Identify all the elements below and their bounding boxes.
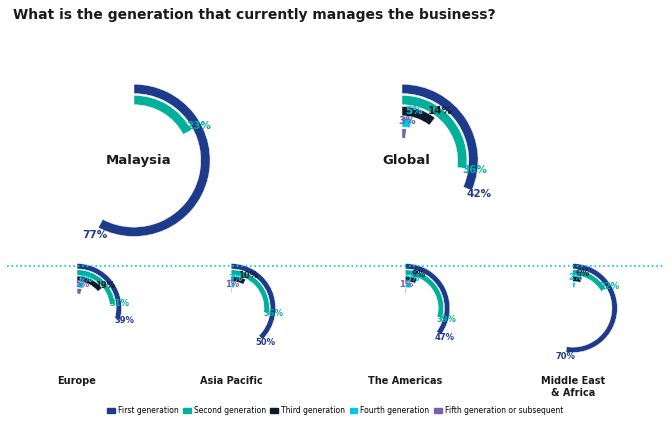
Text: 10%: 10% — [238, 271, 258, 280]
Wedge shape — [573, 276, 582, 282]
Wedge shape — [402, 84, 478, 191]
Wedge shape — [77, 270, 115, 304]
Wedge shape — [77, 289, 82, 294]
Text: 39%: 39% — [115, 316, 134, 325]
Text: 8%: 8% — [411, 270, 426, 279]
Wedge shape — [77, 276, 102, 291]
Text: 23%: 23% — [186, 121, 211, 131]
Wedge shape — [231, 270, 269, 313]
Text: Malaysia: Malaysia — [106, 154, 172, 167]
Legend: First generation, Second generation, Third generation, Fourth generation, Fifth : First generation, Second generation, Thi… — [104, 403, 566, 418]
Wedge shape — [77, 264, 121, 320]
Text: 5%: 5% — [405, 274, 419, 283]
Text: 2%: 2% — [569, 273, 583, 282]
Wedge shape — [573, 270, 606, 291]
Wedge shape — [98, 84, 210, 236]
Wedge shape — [402, 95, 467, 168]
Wedge shape — [402, 129, 407, 138]
Wedge shape — [405, 276, 417, 283]
Wedge shape — [231, 264, 275, 339]
Text: 1%: 1% — [225, 280, 239, 289]
Wedge shape — [573, 282, 576, 288]
Wedge shape — [77, 282, 84, 288]
Text: 36%: 36% — [263, 309, 283, 318]
Wedge shape — [405, 270, 444, 318]
Wedge shape — [402, 106, 435, 125]
Text: Middle East
& Africa: Middle East & Africa — [541, 376, 605, 398]
Text: The Americas: The Americas — [369, 376, 442, 386]
Text: 36%: 36% — [462, 165, 487, 175]
Wedge shape — [405, 289, 406, 294]
Wedge shape — [134, 95, 192, 134]
Wedge shape — [231, 289, 232, 294]
Text: 3%: 3% — [399, 116, 417, 126]
Text: 31%: 31% — [109, 299, 129, 308]
Text: 3%: 3% — [228, 273, 243, 283]
Text: 5%: 5% — [76, 280, 90, 289]
Wedge shape — [231, 276, 246, 284]
Wedge shape — [566, 264, 617, 352]
Text: 5%: 5% — [405, 106, 423, 116]
Text: Asia Pacific: Asia Pacific — [200, 376, 263, 386]
Text: 19%: 19% — [96, 281, 115, 290]
Wedge shape — [402, 118, 412, 128]
Wedge shape — [405, 264, 450, 335]
Text: 1%: 1% — [399, 280, 413, 289]
Text: Europe: Europe — [58, 376, 96, 386]
Wedge shape — [231, 282, 234, 288]
Text: 42%: 42% — [467, 189, 492, 199]
Text: 22%: 22% — [600, 282, 620, 291]
Text: 39%: 39% — [437, 315, 456, 324]
Text: Global: Global — [383, 154, 431, 167]
Text: 47%: 47% — [434, 333, 454, 342]
Text: 70%: 70% — [555, 352, 575, 361]
Text: 6%: 6% — [576, 268, 590, 278]
Text: 6%: 6% — [78, 275, 92, 284]
Text: 14%: 14% — [427, 106, 453, 116]
Text: 50%: 50% — [256, 338, 276, 347]
Text: 77%: 77% — [82, 230, 107, 240]
Text: What is the generation that currently manages the business?: What is the generation that currently ma… — [13, 8, 496, 22]
Wedge shape — [405, 282, 411, 288]
